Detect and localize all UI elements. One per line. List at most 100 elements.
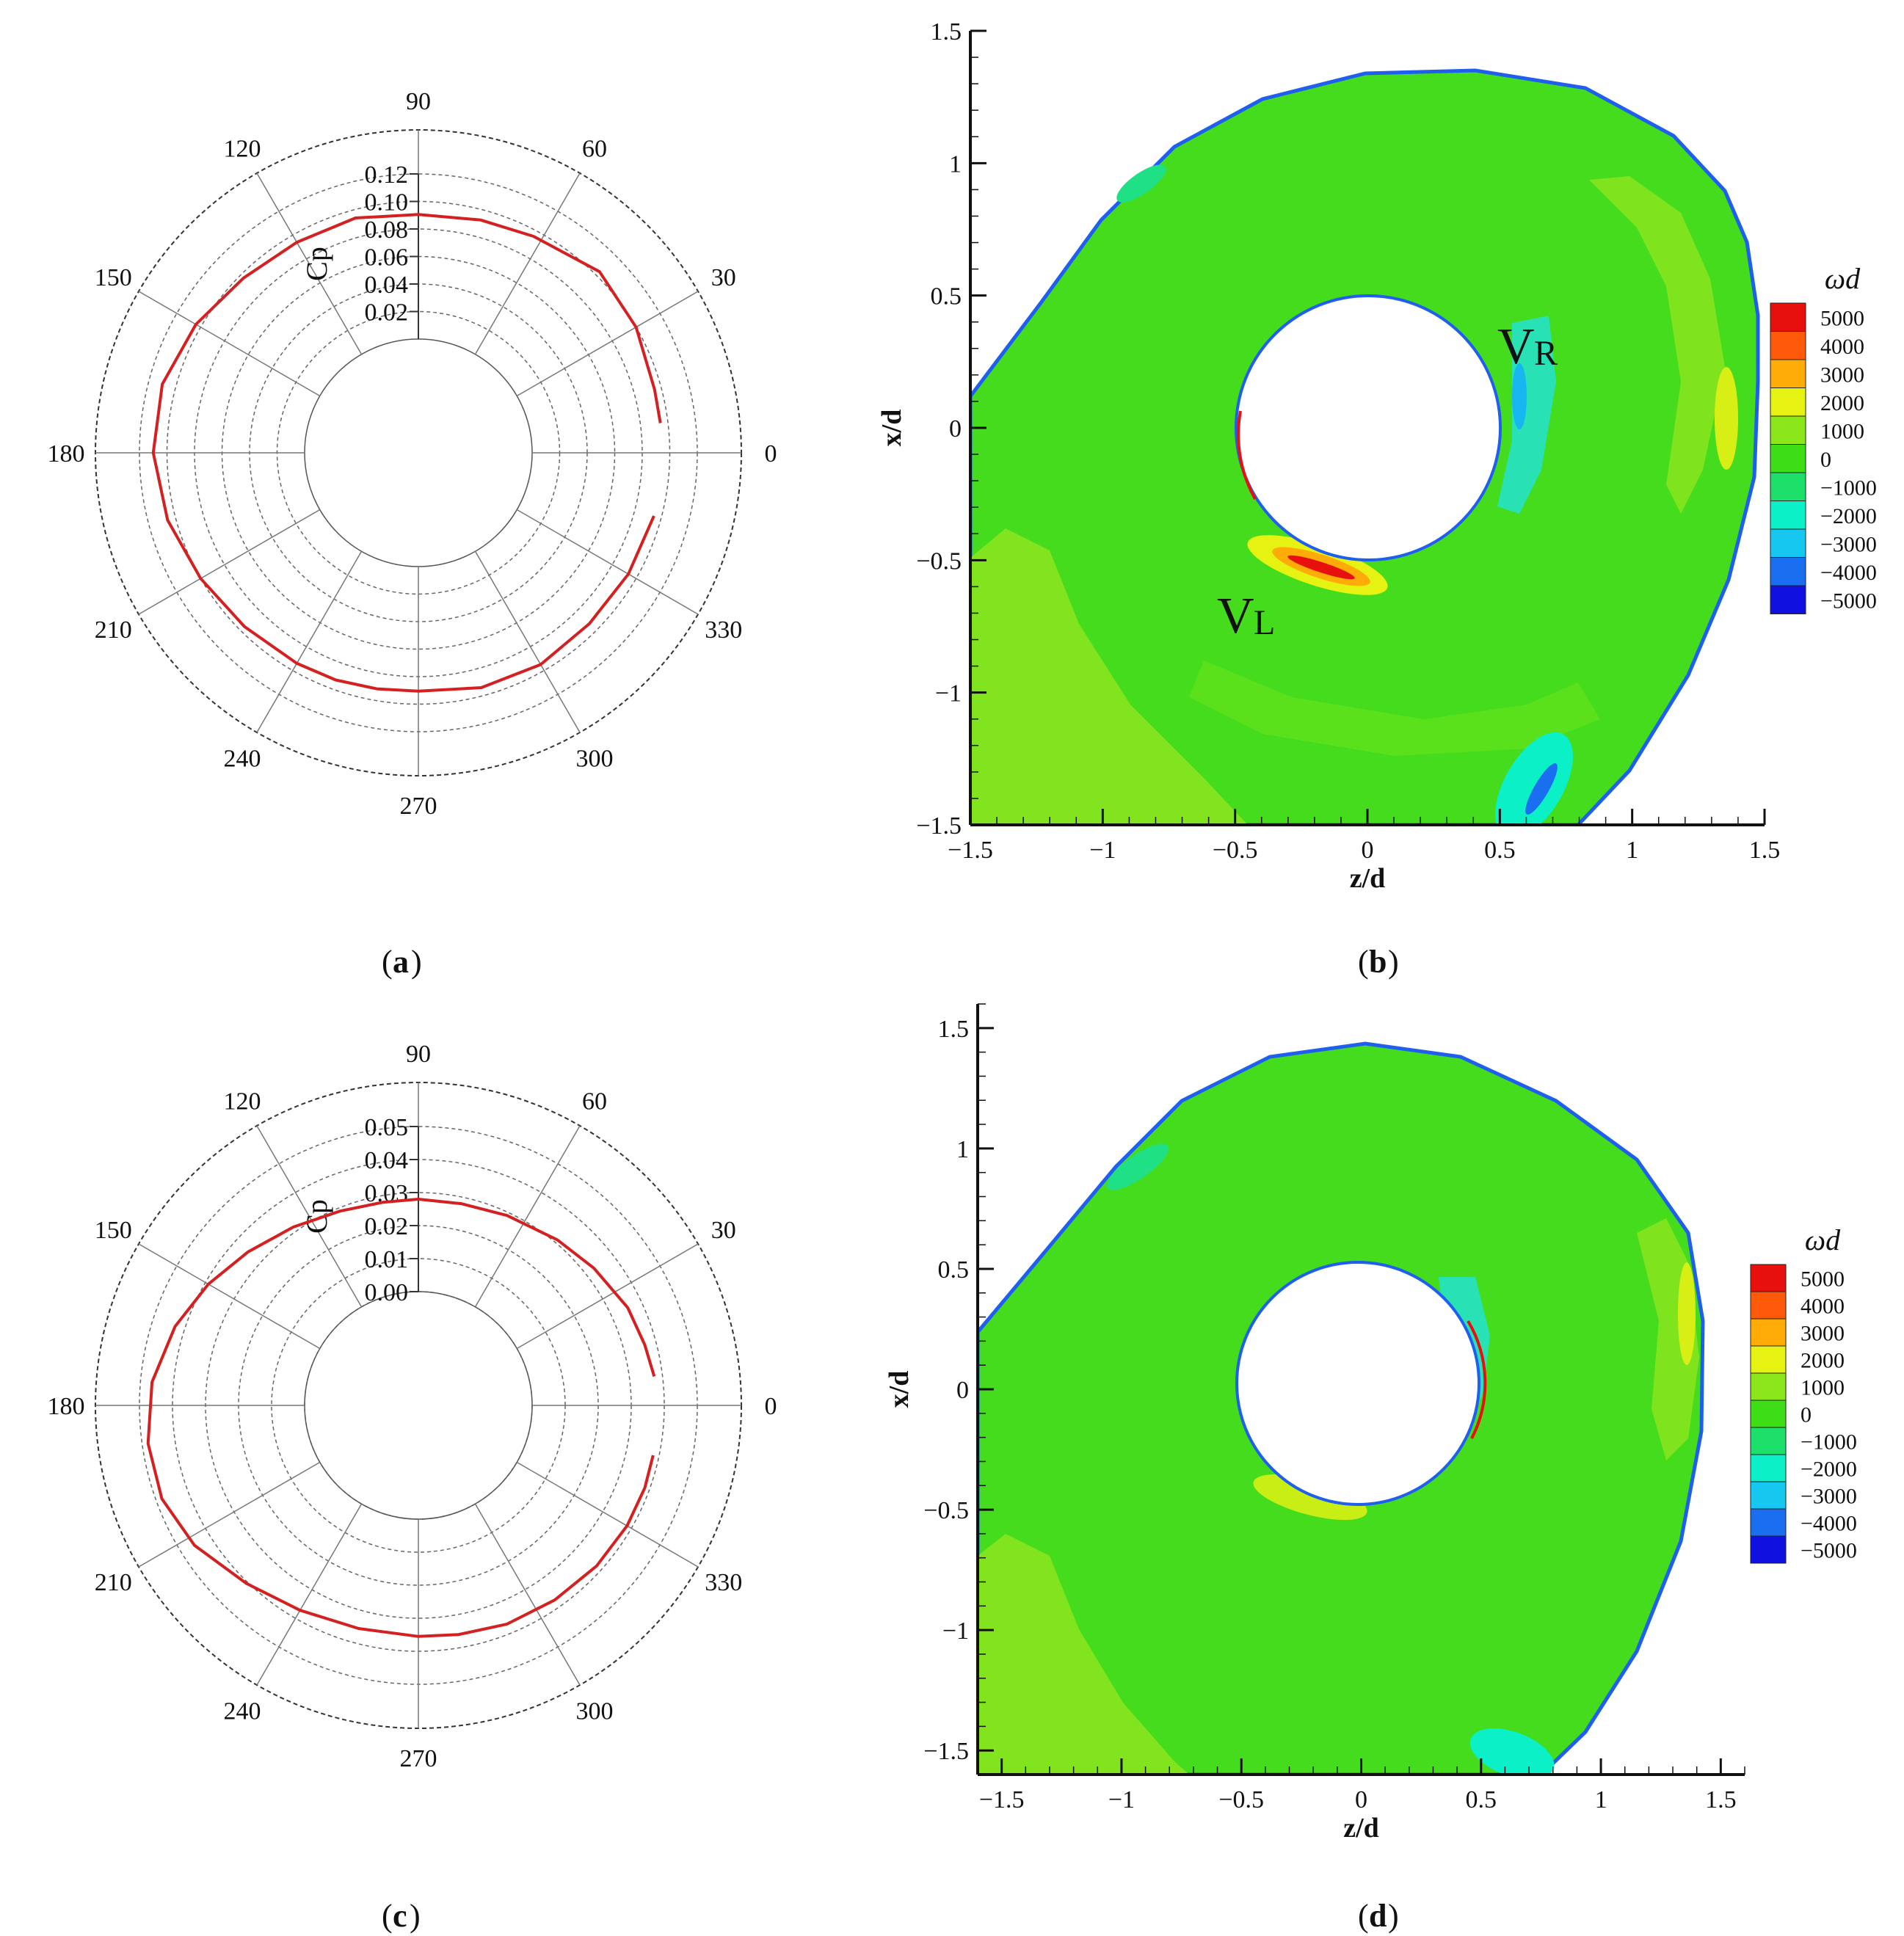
polar-spoke bbox=[256, 550, 363, 733]
x-tick-label: 0 bbox=[1362, 837, 1374, 864]
legend-level-label: 4000 bbox=[1801, 1295, 1845, 1319]
field-patch-vr-core-b bbox=[1512, 363, 1527, 429]
polar-spoke bbox=[474, 1125, 581, 1308]
polar-angle-tick-label: 300 bbox=[576, 1698, 614, 1725]
caption-letter-b: b bbox=[1369, 944, 1387, 980]
caption-d: ( d ) bbox=[1358, 1898, 1399, 1934]
caption-letter-c: c bbox=[393, 1898, 407, 1934]
polar-grid-circle bbox=[271, 1258, 566, 1553]
legend-title: ωd bbox=[1805, 1223, 1841, 1256]
legend-swatch bbox=[1750, 1345, 1787, 1374]
y-tick-label: 1 bbox=[949, 150, 962, 178]
polar-r-tick-label: 0.01 bbox=[365, 1246, 409, 1273]
y-tick-label: 1.5 bbox=[938, 1016, 970, 1043]
field-patch-vr-b bbox=[1497, 316, 1556, 514]
x-tick-label: −1.5 bbox=[948, 837, 993, 864]
polar-spoke bbox=[138, 509, 321, 615]
field-band-mid-b bbox=[1189, 661, 1600, 756]
x-tick-label: 1.5 bbox=[1705, 1786, 1737, 1813]
legend-level-label: −1000 bbox=[1801, 1430, 1857, 1455]
polar-r-tick-label: 0.08 bbox=[365, 216, 409, 244]
legend-level-label: 4000 bbox=[1820, 335, 1864, 359]
x-tick-label: −1.5 bbox=[979, 1786, 1025, 1813]
legend-swatch bbox=[1770, 302, 1806, 332]
y-tick-label: 0 bbox=[956, 1377, 969, 1404]
polar-spoke bbox=[138, 1243, 321, 1350]
axes-d: −1.5 −1 −0.5 0 0.5 1 1.5 −1.5 −1 −0.5 0 0.5 1 1.5 z/d x… bbox=[884, 1003, 1745, 1844]
cp-series-line bbox=[151, 213, 662, 693]
y-tick-label: −1.5 bbox=[916, 812, 962, 840]
legend-swatch bbox=[1770, 331, 1806, 360]
cylinder-edge-d bbox=[1467, 1320, 1487, 1439]
field-band-left-d bbox=[978, 1534, 1189, 1775]
legend-swatch bbox=[1750, 1372, 1787, 1401]
polar-r-tick-label: 0.00 bbox=[365, 1279, 409, 1306]
polar-chart-a: 03060901201501802102402703003300.020.040… bbox=[48, 88, 777, 820]
polar-angle-tick-label: 270 bbox=[400, 1745, 437, 1772]
caption-c: ( c ) bbox=[382, 1898, 421, 1934]
cylinder-edge-b bbox=[1237, 410, 1257, 500]
polar-r-tick-label: 0.12 bbox=[365, 161, 409, 189]
legend-swatch bbox=[1750, 1318, 1787, 1347]
annotation-vr-sub: R bbox=[1534, 334, 1558, 373]
legend-level-label: 0 bbox=[1801, 1403, 1812, 1427]
polar-angle-tick-label: 60 bbox=[582, 135, 607, 162]
polar-angle-tick-label: 270 bbox=[400, 793, 437, 820]
svg-text:(: ( bbox=[382, 944, 393, 980]
legend-level-label: 3000 bbox=[1820, 363, 1864, 387]
legend-swatch bbox=[1750, 1508, 1787, 1537]
polar-r-tick-label: 0.06 bbox=[365, 244, 409, 272]
x-tick-label: 0.5 bbox=[1484, 837, 1516, 864]
y-tick-label: 1.5 bbox=[931, 18, 962, 46]
x-axis-label: z/d bbox=[1343, 1813, 1379, 1844]
legend-swatch bbox=[1750, 1481, 1787, 1510]
legend-swatch bbox=[1750, 1454, 1787, 1482]
legend-swatch bbox=[1770, 585, 1806, 614]
x-tick-label: 1 bbox=[1626, 837, 1638, 864]
caption-letter-a: a bbox=[393, 944, 409, 980]
legend-level-label: −1000 bbox=[1820, 476, 1877, 500]
polar-angle-tick-label: 240 bbox=[224, 746, 261, 773]
legend-level-label: −5000 bbox=[1801, 1539, 1857, 1563]
polar-angle-tick-label: 120 bbox=[224, 1088, 261, 1115]
field-patch-right-d bbox=[1678, 1262, 1696, 1365]
field-patch-bottom-d bbox=[1469, 1728, 1555, 1775]
caption-letter-d: d bbox=[1369, 1898, 1387, 1934]
legend-level-label: −2000 bbox=[1820, 504, 1877, 528]
field-patch-right-b bbox=[1715, 367, 1738, 470]
legend-level-label: −2000 bbox=[1801, 1458, 1857, 1482]
cp-series-line bbox=[146, 1198, 656, 1638]
legend-swatch bbox=[1770, 472, 1806, 501]
legend-level-label: 1000 bbox=[1801, 1376, 1845, 1400]
legend-level-label: 5000 bbox=[1820, 306, 1864, 330]
polar-inner-circle bbox=[304, 338, 533, 567]
y-tick-label: 1 bbox=[956, 1136, 969, 1163]
cylinder-b bbox=[1235, 294, 1502, 561]
legend-swatch bbox=[1770, 359, 1806, 388]
polar-spoke bbox=[474, 172, 581, 355]
polar-spoke bbox=[516, 1461, 699, 1568]
legend-swatch bbox=[1770, 444, 1806, 473]
legend-level-label: 0 bbox=[1820, 448, 1831, 472]
legend-level-label: 2000 bbox=[1801, 1349, 1845, 1373]
polar-angle-tick-label: 90 bbox=[406, 1041, 431, 1068]
legend-level-label: 1000 bbox=[1820, 419, 1864, 443]
legend-title: ωd bbox=[1825, 262, 1861, 295]
legend-swatch bbox=[1770, 387, 1806, 417]
polar-spoke bbox=[256, 1503, 363, 1686]
polar-angle-tick-label: 330 bbox=[705, 1569, 742, 1596]
polar-r-tick-label: 0.10 bbox=[365, 189, 409, 216]
annotation-vr-main: V bbox=[1497, 319, 1535, 375]
polar-spoke bbox=[474, 1503, 581, 1686]
svg-text:(: ( bbox=[1358, 944, 1369, 980]
x-tick-label: −0.5 bbox=[1218, 1786, 1264, 1813]
y-tick-label: 0.5 bbox=[931, 283, 962, 310]
polar-angle-tick-label: 120 bbox=[224, 135, 261, 162]
field-patch-vl-core-b bbox=[1287, 555, 1355, 580]
caption-a: ( a ) bbox=[382, 944, 422, 980]
legend-level-label: 5000 bbox=[1801, 1267, 1845, 1292]
legend-swatch bbox=[1770, 528, 1806, 558]
polar-angle-tick-label: 300 bbox=[576, 746, 614, 773]
x-tick-label: 0 bbox=[1355, 1786, 1367, 1813]
